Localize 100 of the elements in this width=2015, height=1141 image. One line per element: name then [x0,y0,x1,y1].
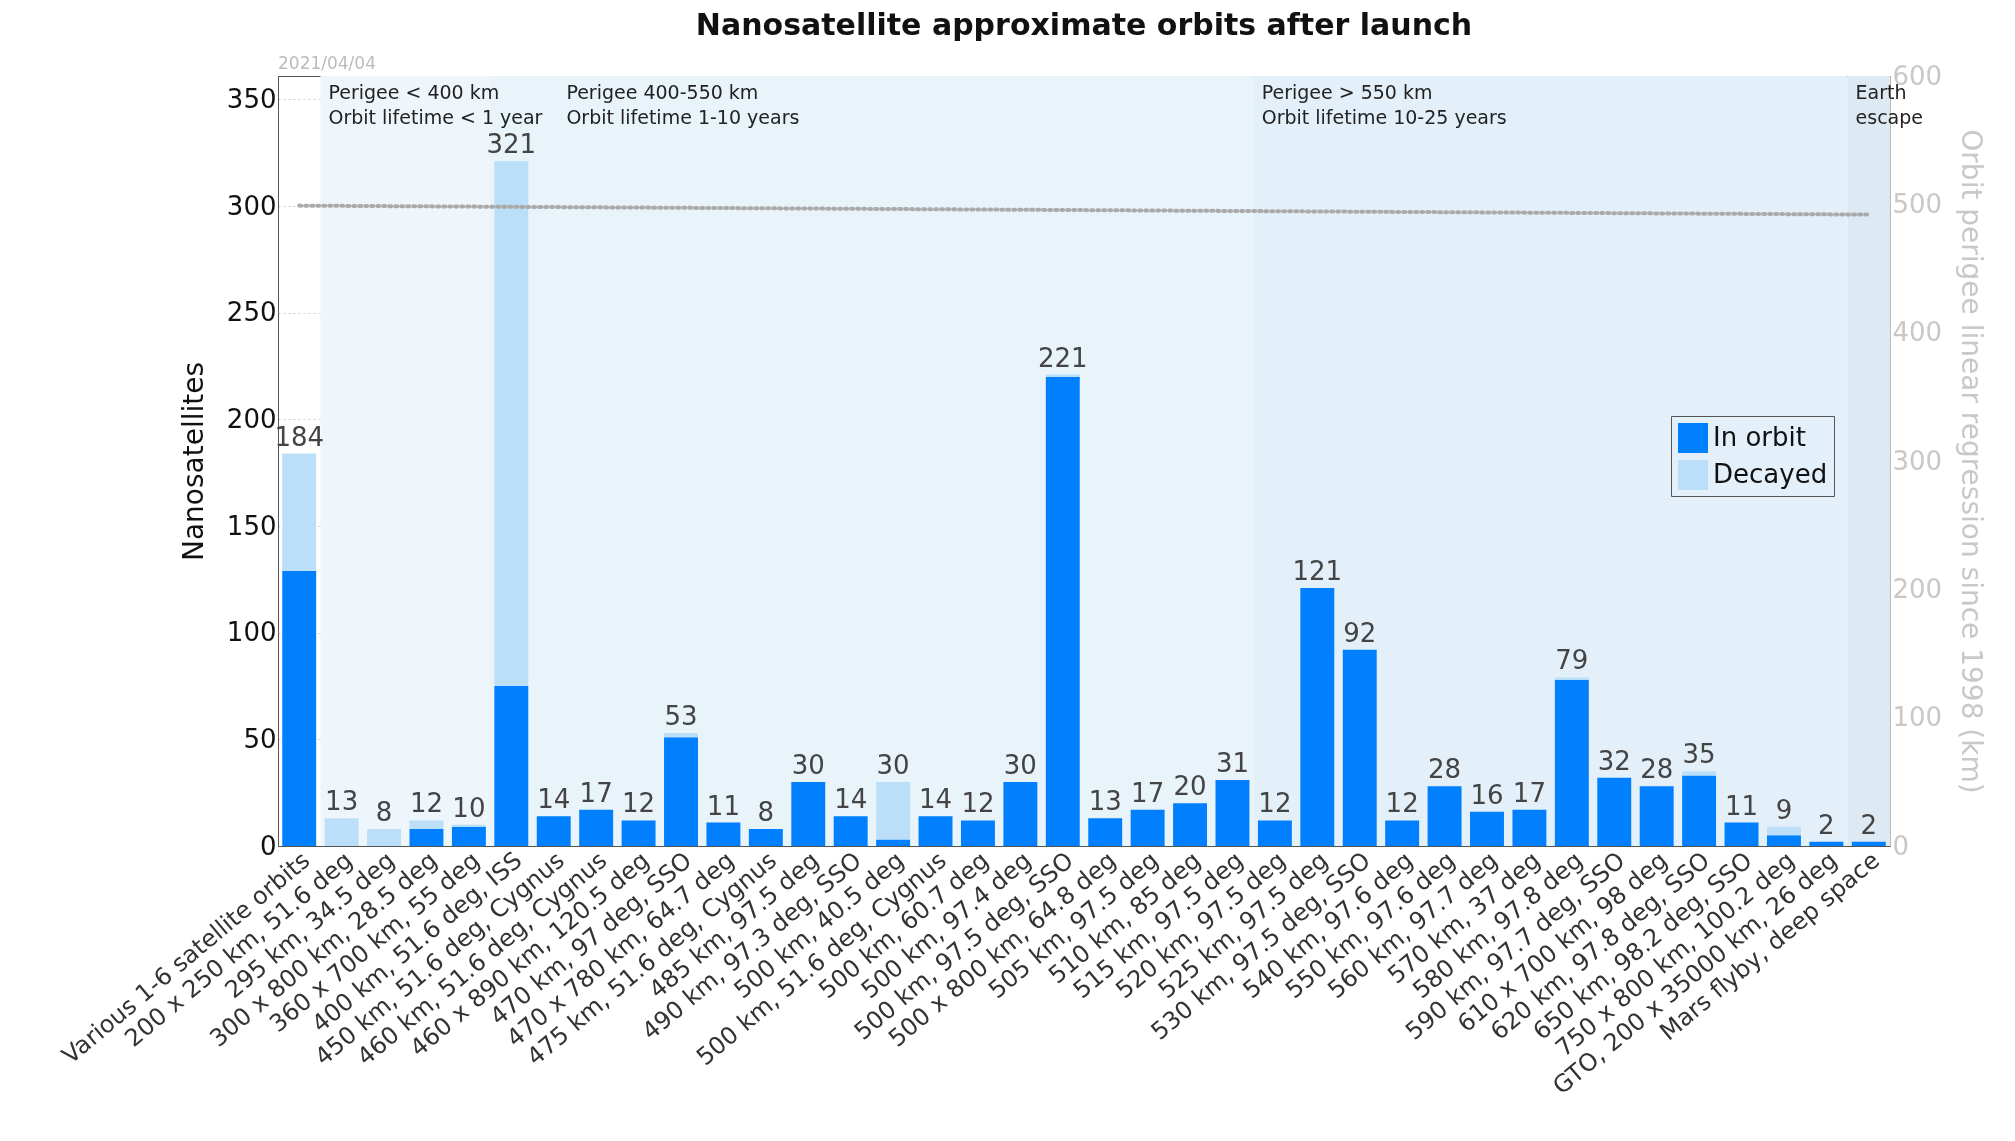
total-label: 30 [791,750,825,781]
total-label: 35 [1682,739,1716,770]
total-label: 14 [834,784,868,815]
total-label: 221 [1037,342,1088,373]
total-label: 16 [1470,779,1504,810]
total-label: 121 [1292,555,1343,586]
y-tick-label: 200 [226,403,277,434]
bar [1003,782,1038,846]
total-label: 79 [1555,645,1589,676]
bar [876,839,911,846]
y-tick-label: 50 [243,723,277,754]
bar [1215,779,1250,846]
bar [833,816,868,846]
bar [1766,835,1801,846]
bar [1766,826,1801,836]
bar [1724,822,1759,846]
legend-label: Decayed [1713,459,1828,489]
bar [621,820,656,846]
total-label: 17 [1131,777,1165,808]
total-label: 17 [1512,777,1546,808]
bar [1427,786,1462,846]
total-label: 30 [876,750,910,781]
bar [1597,777,1632,846]
total-label: 11 [1724,790,1759,821]
y-tick-label: 0 [259,830,277,861]
bar [494,161,529,687]
total-label: 12 [1258,788,1292,819]
bar [1639,786,1674,846]
y-tick-label: 350 [226,83,277,114]
total-label: 92 [1343,617,1377,648]
bar [451,826,486,846]
y-axis-title: Nanosatellites [176,361,210,562]
total-label: 14 [537,784,571,815]
bar [1342,649,1377,846]
bar [282,570,317,846]
bar [791,782,826,846]
chart-title: Nanosatellite approximate orbits after launch [695,7,1473,42]
total-label: 2 [1860,809,1878,840]
bar [494,686,529,846]
bar [1682,775,1717,846]
total-label: 53 [664,700,698,731]
bar [282,453,317,571]
bar [1385,820,1420,846]
total-label: 28 [1428,754,1462,785]
total-label: 31 [1215,747,1250,778]
total-label: 8 [757,796,775,827]
total-label: 14 [918,784,953,815]
y-tick-label: 300 [226,190,277,221]
bar [1554,677,1589,680]
total-label: 28 [1640,754,1674,785]
bar [1512,809,1547,846]
bar [409,828,444,846]
total-label: 2 [1818,809,1835,840]
y-tick-label: 250 [226,297,277,328]
bar [1809,841,1844,846]
total-label: 8 [375,796,393,827]
bar [367,828,402,846]
bar [1045,376,1080,846]
total-label: 17 [579,777,613,808]
bar [451,824,486,827]
total-label: 13 [1088,786,1122,817]
bar [876,782,911,840]
bar [1300,587,1335,846]
bar [1851,841,1886,846]
bar [536,816,571,846]
bar [1130,809,1165,846]
bar [1470,811,1504,846]
bar [748,828,783,846]
total-label: 12 [622,788,656,819]
total-label: 12 [961,788,995,819]
bar [579,809,614,846]
bar [409,820,444,829]
bar [918,816,953,846]
bar [706,822,741,846]
bar [1257,820,1292,846]
total-label: 11 [706,790,740,821]
total-label: 321 [486,129,537,160]
bar [1045,374,1080,377]
text: 2021/04/04 [278,53,376,73]
bar [1173,803,1208,846]
total-label: 10 [452,792,486,823]
bar [1088,818,1123,846]
bar [664,732,698,738]
band-label: Perigee > 550 km Orbit lifetime 10-25 years [1261,81,1507,128]
bar [324,818,359,846]
bar [1554,679,1589,846]
total-label: 12 [409,788,444,819]
total-label: 9 [1775,794,1793,825]
bar [960,820,995,846]
total-label: 20 [1173,771,1207,802]
total-label: 30 [1003,750,1037,781]
bar [664,737,698,846]
total-label: 12 [1385,788,1419,819]
y-tick-label: 150 [226,510,277,541]
legend-label: In orbit [1713,422,1806,452]
bar [1682,771,1717,776]
band-label: Perigee < 400 km Orbit lifetime < 1 year [328,81,543,128]
total-label: 32 [1597,745,1631,776]
band-label: Perigee 400-550 km Orbit lifetime 1-10 years [566,81,800,128]
total-label: 13 [325,786,359,817]
